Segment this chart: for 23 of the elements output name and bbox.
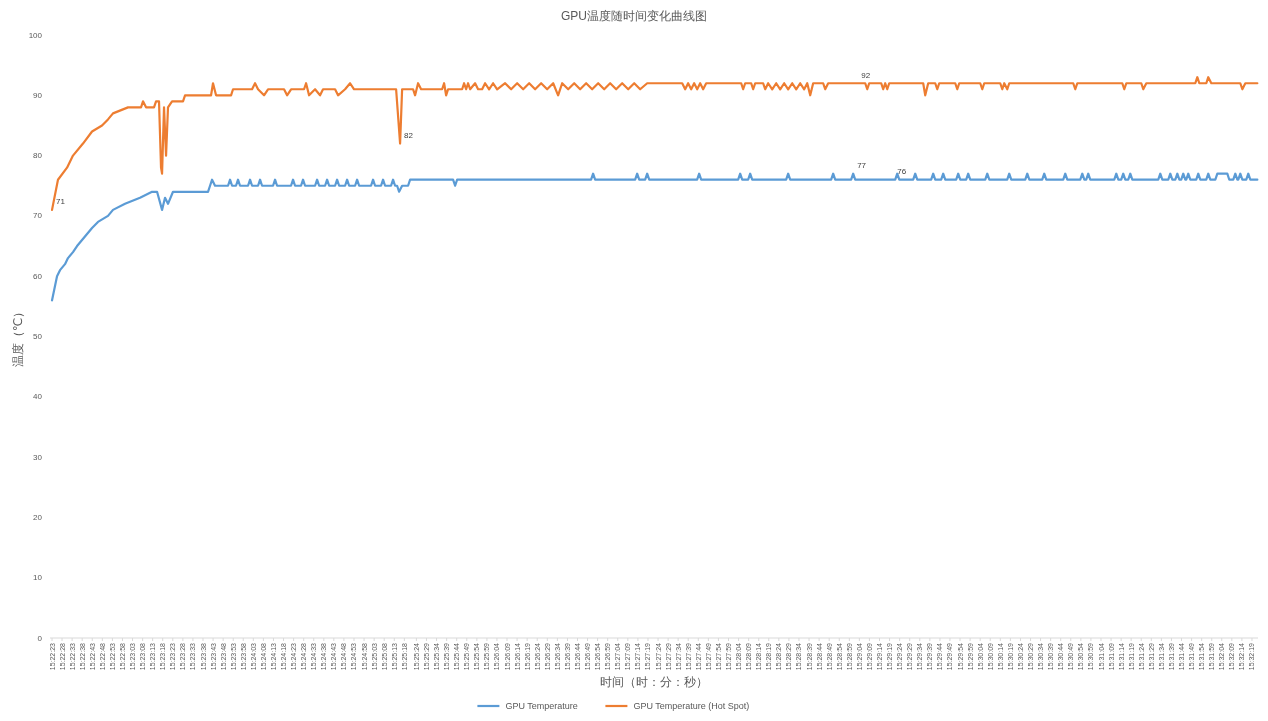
- y-tick-label: 30: [33, 452, 43, 462]
- legend-label: GPU Temperature (Hot Spot): [633, 701, 750, 711]
- annotation: 92: [861, 70, 871, 80]
- annotation: 77: [857, 161, 867, 171]
- y-tick-label: 80: [33, 151, 43, 161]
- chart-title: GPU温度随时间变化曲线图: [560, 9, 708, 23]
- legend-label: GPU Temperature: [505, 701, 578, 711]
- y-tick-label: 10: [33, 573, 43, 583]
- y-tick-label: 50: [33, 332, 43, 341]
- y-tick-label: 90: [33, 90, 43, 100]
- y-tick-label: 100: [28, 30, 43, 40]
- y-tick-label: 70: [33, 211, 43, 221]
- y-axis-title: 温度（℃）: [11, 305, 25, 368]
- x-axis-title: 时间（时：分：秒）: [600, 675, 708, 689]
- annotation: 71: [56, 197, 66, 207]
- y-tick-label: 40: [33, 392, 43, 402]
- line-series: [50, 172, 1259, 302]
- annotation: 76: [897, 167, 907, 177]
- y-tick-label: 0: [37, 633, 43, 643]
- y-tick-label: 20: [33, 512, 43, 522]
- y-tick-label: 60: [33, 271, 43, 281]
- line-series: [50, 76, 1259, 211]
- annotation: 82: [404, 131, 414, 141]
